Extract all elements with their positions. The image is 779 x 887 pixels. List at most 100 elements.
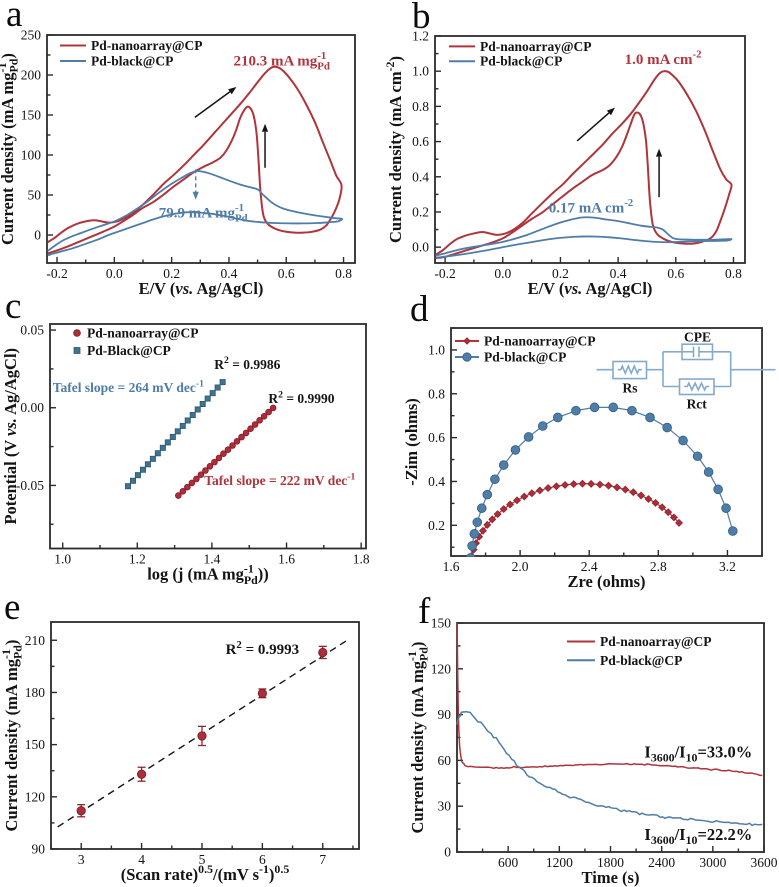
- series-curve: [435, 70, 733, 260]
- x-tick-label: 0.4: [220, 266, 237, 281]
- y-tick-label: 0.4: [428, 474, 445, 489]
- x-tick-label: 0.0: [494, 266, 511, 281]
- data-point-marker: [189, 412, 196, 419]
- series-curve: [435, 216, 733, 259]
- data-point-marker: [179, 488, 187, 495]
- data-point-marker: [169, 433, 176, 440]
- circuit-label-rct: Rct: [687, 397, 708, 412]
- y-axis-title: Current density (mA mg-1Pd): [0, 53, 20, 245]
- y-tick-label: 0.05: [20, 323, 44, 338]
- axis-tick-labels: -0.2 0.0 0.2 0.4 0.6 0.8 0 50 100 150 200 250: [21, 28, 352, 282]
- y-tick-label: 200: [21, 68, 42, 83]
- data-point-marker: [476, 503, 487, 514]
- data-point-marker: [139, 466, 146, 473]
- data-point-marker: [194, 406, 201, 413]
- data-point-marker: [513, 496, 521, 505]
- series-pd-nanoarray-cp: [467, 479, 684, 557]
- axes-frame: [50, 621, 360, 850]
- data-point-marker: [499, 505, 508, 514]
- x-tick-label: 0.8: [335, 266, 352, 281]
- x-tick-label: 5: [199, 852, 206, 867]
- data-point-marker: [209, 390, 216, 397]
- panel-letter-e: e: [4, 587, 20, 628]
- data-point-marker: [469, 529, 480, 539]
- annotation-text: R2 = 0.9990: [268, 389, 334, 406]
- axis-ticks: [456, 622, 765, 853]
- y-axis-title: Current density (mA cm-2): [383, 56, 405, 243]
- data-point-marker: [260, 412, 268, 420]
- y-axis-title: Current density (mA mg-1Pd): [405, 642, 430, 834]
- data-point-marker: [595, 480, 604, 489]
- panel-b: b -0.2 0.0 0.2 0.4 0.6 0.8 0.0 0.2 0.4 0.6 0.8 1.0 1.…: [383, 0, 746, 298]
- arrow-head: [228, 87, 237, 95]
- annotation-text: 210.3 mA mg-1 Pd: [233, 50, 329, 72]
- data-point-marker: [174, 428, 181, 435]
- series-pd-black-cp: [465, 402, 738, 557]
- x-tick-label: 1200: [546, 855, 573, 870]
- axis-tick-labels: 3 4 5 6 7 90 120 150 180 210: [25, 633, 327, 867]
- y-tick-label: 90: [438, 707, 452, 722]
- panel-letter-d: d: [410, 289, 429, 330]
- data-point-marker: [589, 402, 600, 413]
- x-tick-label: -0.2: [434, 266, 455, 281]
- series-pd-nanoarray-cp: [435, 70, 733, 260]
- equivalent-circuit-inset: [596, 343, 776, 396]
- axis-ticks: [47, 34, 345, 263]
- y-tick-label: 50: [28, 188, 42, 203]
- data-point-marker: [482, 489, 493, 500]
- data-point-marker: [73, 347, 81, 354]
- y-tick-label: 60: [438, 753, 452, 768]
- x-tick-label: 0.0: [106, 266, 123, 281]
- series-curve: [47, 170, 344, 256]
- y-tick-label: 150: [25, 737, 46, 752]
- axes-frame: [46, 34, 356, 264]
- data-point-marker: [664, 508, 673, 517]
- axis-ticks: [450, 327, 763, 556]
- data-point-marker: [520, 492, 529, 501]
- data-point-marker: [621, 485, 630, 494]
- y-axis-title: -Zim (ohms): [402, 398, 421, 486]
- data-point-marker: [238, 433, 245, 441]
- data-point-marker: [193, 475, 200, 483]
- y-tick-label: 0: [444, 845, 451, 860]
- x-tick-label: 6: [259, 852, 266, 867]
- data-point-marker: [493, 510, 502, 519]
- plot-area: [465, 402, 738, 557]
- plot-area: [456, 623, 763, 827]
- data-point-marker: [510, 445, 521, 455]
- series-pd-black-cp: [456, 710, 763, 827]
- y-tick-label: 0.0: [412, 240, 429, 255]
- data-point-marker: [251, 421, 259, 428]
- legend-label: Pd-nanoarray@CP: [484, 334, 596, 349]
- y-tick-label: 100: [21, 148, 42, 163]
- legend-label: Pd-Black@CP: [87, 343, 171, 358]
- x-axis-title: E/V (vs. Ag/AgCl): [528, 279, 653, 298]
- data-point-marker: [318, 647, 328, 658]
- x-axis-title: E/V (vs. Ag/AgCl): [139, 279, 264, 298]
- plot-area: [435, 70, 733, 260]
- axis-tick-labels: -0.2 0.0 0.2 0.4 0.6 0.8 0.0 0.2 0.4 0.6 0.8 1.0 1.2: [412, 29, 742, 282]
- data-point-marker: [462, 352, 472, 362]
- data-point-marker: [658, 503, 667, 512]
- data-point-marker: [164, 439, 171, 446]
- data-point-marker: [645, 412, 655, 423]
- x-tick-label: 0.6: [667, 266, 684, 281]
- y-tick-label: 0.4: [412, 169, 429, 184]
- legend-label: Pd-nanoarray@CP: [480, 39, 592, 54]
- x-tick-label: 1.6: [443, 559, 460, 574]
- x-tick-label: 2400: [648, 855, 675, 870]
- y-tick-label: 1.0: [412, 64, 429, 79]
- data-point-marker: [269, 404, 277, 412]
- data-point-marker: [179, 422, 186, 429]
- arrow-shaft: [576, 112, 610, 142]
- arrow-head: [606, 107, 615, 116]
- x-tick-label: 1.0: [54, 552, 71, 567]
- data-point-marker: [188, 479, 196, 487]
- y-tick-label: 150: [431, 616, 452, 631]
- axis-ticks: [50, 329, 362, 549]
- data-point-marker: [175, 492, 182, 499]
- data-point-marker: [124, 483, 131, 490]
- y-tick-label: 0.6: [428, 430, 445, 445]
